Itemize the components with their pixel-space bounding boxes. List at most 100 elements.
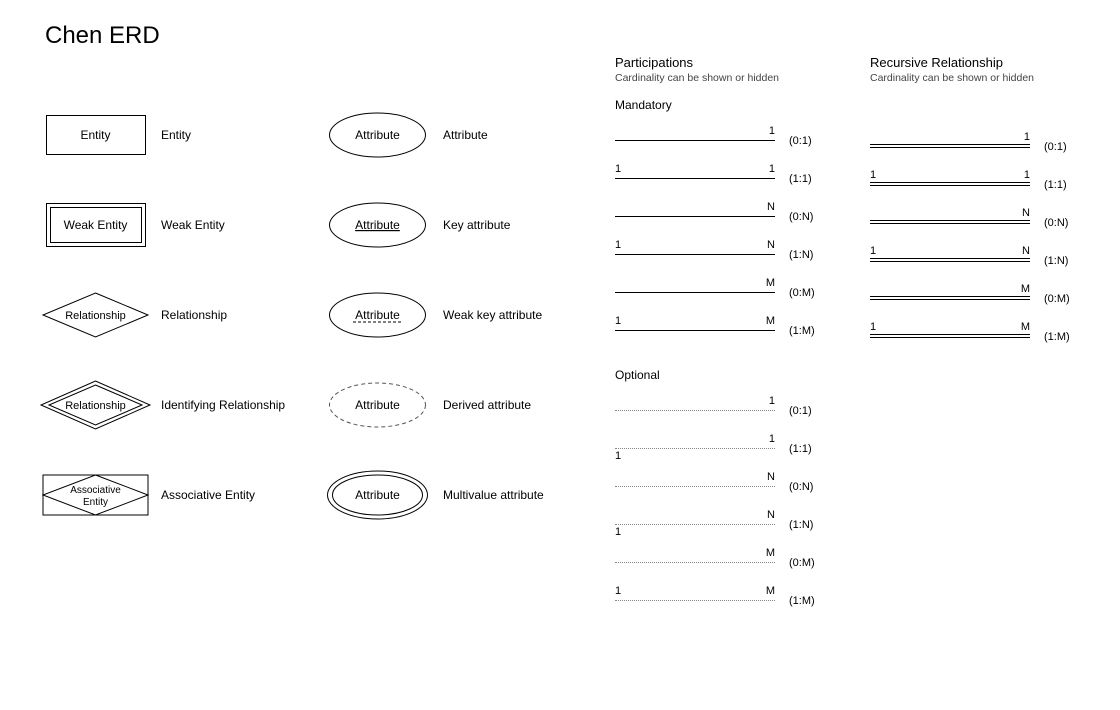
solid-line-icon	[615, 140, 775, 141]
recursive-line: 11(1:1)	[870, 166, 1100, 204]
cardinality-left: 1	[615, 315, 621, 327]
cardinality-right: M	[766, 585, 775, 597]
dotted-line-icon	[615, 486, 775, 487]
entity-shapes-column: Entity Entity Weak Entity Weak Entity Re…	[38, 90, 308, 540]
key-attribute-text: Attribute	[355, 218, 400, 232]
attribute-ellipse: Attribute	[320, 90, 435, 180]
cardinality-ratio: (0:N)	[789, 211, 813, 223]
double-line-icon	[870, 220, 1030, 224]
cardinality-right: 1	[769, 433, 775, 445]
recursive-line: 1M(1:M)	[870, 318, 1100, 356]
cardinality-ratio: (1:1)	[789, 173, 812, 185]
weak-key-attribute-text: Attribute	[355, 308, 400, 322]
cardinality-right: 1	[1024, 131, 1030, 143]
double-line-icon	[870, 258, 1030, 262]
cardinality-right: N	[1022, 207, 1030, 219]
cardinality-left: 1	[615, 585, 621, 597]
dotted-line-icon	[615, 562, 775, 563]
solid-line-icon	[615, 292, 775, 293]
cardinality-ratio: (1:N)	[789, 519, 813, 531]
participation-line: N (0:N)	[615, 198, 845, 236]
cardinality-right: 1	[1024, 169, 1030, 181]
participation-line: 1 N (1:N)	[615, 236, 845, 274]
cardinality-right: N	[767, 201, 775, 213]
participations-note: Cardinality can be shown or hidden	[615, 72, 845, 84]
participation-line: 11(1:1)	[615, 160, 845, 198]
recursive-heading: Recursive Relationship	[870, 55, 1100, 70]
cardinality-left-below: 1	[615, 526, 621, 538]
entity-rect: Entity	[38, 90, 153, 180]
dotted-line-icon	[615, 448, 775, 449]
participation-line-optional: N (0:N)	[615, 468, 845, 506]
recursive-line: N (0:N)	[870, 204, 1100, 242]
relationship-label: Relationship	[161, 308, 227, 322]
cardinality-right: M	[1021, 283, 1030, 295]
weak-key-attribute-ellipse: Attribute	[320, 270, 435, 360]
cardinality-ratio: (0:1)	[789, 405, 812, 417]
key-attribute-label: Key attribute	[443, 218, 510, 232]
attribute-label: Attribute	[443, 128, 488, 142]
cardinality-right: N	[767, 239, 775, 251]
cardinality-ratio: (1:N)	[1044, 255, 1068, 267]
associative-entity-text1: Associative	[70, 485, 121, 496]
cardinality-left: 1	[615, 239, 621, 251]
cardinality-ratio: (1:M)	[789, 325, 815, 337]
participations-heading: Participations	[615, 55, 845, 70]
cardinality-right: N	[767, 509, 775, 521]
recursive-line: 1 (0:1)	[870, 128, 1100, 166]
cardinality-ratio: (0:1)	[1044, 141, 1067, 153]
symbol-relationship: Relationship Relationship	[38, 270, 308, 360]
weak-entity-text: Weak Entity	[64, 218, 128, 232]
solid-line-icon	[615, 254, 775, 255]
cardinality-right: N	[1022, 245, 1030, 257]
symbol-identifying-relationship: Relationship Identifying Relationship	[38, 360, 308, 450]
entity-text: Entity	[80, 128, 110, 142]
dotted-line-icon	[615, 600, 775, 601]
page-title: Chen ERD	[45, 22, 160, 50]
weak-entity-label: Weak Entity	[161, 218, 225, 232]
participation-line: 1M(1:M)	[615, 312, 845, 350]
symbol-attribute: Attribute Attribute	[320, 90, 590, 180]
symbol-weak-entity: Weak Entity Weak Entity	[38, 180, 308, 270]
derived-attribute-text: Attribute	[355, 398, 400, 412]
relationship-text: Relationship	[65, 310, 126, 322]
multivalue-attribute-ellipse: Attribute	[320, 450, 435, 540]
cardinality-right: 1	[769, 163, 775, 175]
cardinality-ratio: (0:1)	[789, 135, 812, 147]
cardinality-right: M	[1021, 321, 1030, 333]
participation-line: M (0:M)	[615, 274, 845, 312]
cardinality-ratio: (0:M)	[789, 287, 815, 299]
participation-line-optional: 1 M (1:M)	[615, 582, 845, 620]
participation-line-optional: 1(0:1)	[615, 392, 845, 430]
optional-list: 1(0:1)11(1:1)N(0:N)N1(1:N)M(0:M)1M(1:M)	[615, 392, 845, 620]
relationship-diamond: Relationship	[38, 270, 153, 360]
attribute-text: Attribute	[355, 128, 400, 142]
solid-line-icon	[615, 178, 775, 179]
cardinality-ratio: (1:1)	[789, 443, 812, 455]
participation-line-optional: N 1 (1:N)	[615, 506, 845, 544]
cardinality-ratio: (1:1)	[1044, 179, 1067, 191]
cardinality-ratio: (1:M)	[1044, 331, 1070, 343]
symbol-key-attribute: Attribute Key attribute	[320, 180, 590, 270]
cardinality-right: 1	[769, 125, 775, 137]
recursive-column: Recursive Relationship Cardinality can b…	[870, 55, 1100, 356]
cardinality-ratio: (0:M)	[789, 557, 815, 569]
cardinality-ratio: (0:N)	[789, 481, 813, 493]
solid-line-icon	[615, 330, 775, 331]
dotted-line-icon	[615, 410, 775, 411]
cardinality-ratio: (1:N)	[789, 249, 813, 261]
attribute-shapes-column: Attribute Attribute Attribute Key attrib…	[320, 90, 590, 540]
recursive-note: Cardinality can be shown or hidden	[870, 72, 1100, 84]
mandatory-heading: Mandatory	[615, 98, 845, 112]
derived-attribute-label: Derived attribute	[443, 398, 531, 412]
cardinality-right: N	[767, 471, 775, 483]
cardinality-ratio: (0:N)	[1044, 217, 1068, 229]
symbol-derived-attribute: Attribute Derived attribute	[320, 360, 590, 450]
multivalue-attribute-label: Multivalue attribute	[443, 488, 544, 502]
mandatory-list: 1 (0:1) 1 1 (1:1) N (0:N) 1 N (1:N) M (0:M) 1M(1:M)	[615, 122, 845, 350]
optional-heading: Optional	[615, 368, 845, 382]
cardinality-right: M	[766, 277, 775, 289]
cardinality-right: M	[766, 547, 775, 559]
symbol-weak-key-attribute: Attribute Weak key attribute	[320, 270, 590, 360]
cardinality-ratio: (1:M)	[789, 595, 815, 607]
